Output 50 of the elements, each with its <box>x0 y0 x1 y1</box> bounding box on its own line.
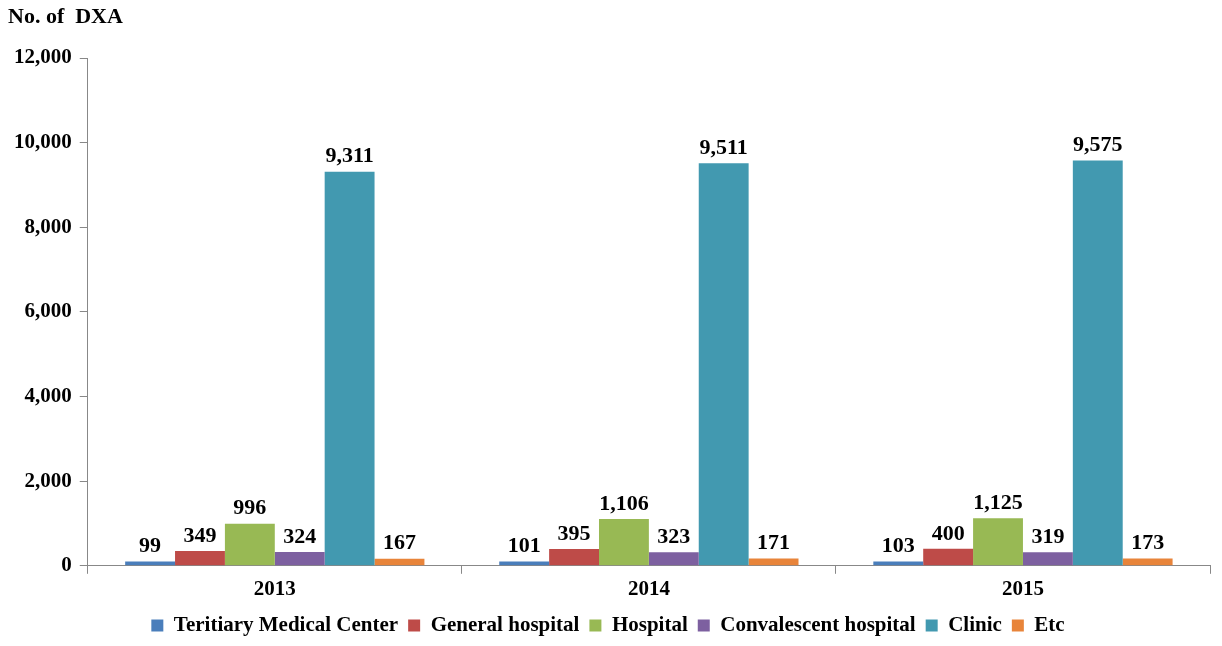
bar <box>274 552 325 566</box>
data-label: 9,511 <box>699 134 748 160</box>
data-label: 171 <box>757 529 791 555</box>
y-tick-label: 10,000 <box>14 129 72 154</box>
data-label: 167 <box>382 529 416 555</box>
bar <box>923 548 974 566</box>
data-label: 99 <box>139 532 162 558</box>
bar <box>549 549 599 566</box>
data-label: 1,125 <box>973 488 1023 514</box>
x-tick-label: 2015 <box>1001 575 1044 600</box>
data-label: 996 <box>233 494 267 520</box>
bar <box>973 518 1023 566</box>
legend-label: Etc <box>1034 611 1065 636</box>
y-tick-label: 4,000 <box>24 382 72 407</box>
bar <box>873 561 924 566</box>
y-axis-title: No. of DXA <box>8 2 123 28</box>
bar <box>374 558 425 566</box>
legend-label: Hospital <box>611 611 688 636</box>
legend-label: Clinic <box>948 611 1002 636</box>
bar <box>698 163 749 566</box>
bar <box>599 519 649 566</box>
x-tick-label: 2014 <box>627 575 671 600</box>
y-tick-label: 0 <box>61 552 72 577</box>
data-label: 349 <box>183 521 217 547</box>
y-tick-label: 12,000 <box>14 44 72 69</box>
legend-label: Teritiary Medical Center <box>173 611 399 636</box>
data-label: 173 <box>1131 529 1165 555</box>
bar <box>1072 160 1123 566</box>
data-label: 395 <box>557 519 591 545</box>
bar <box>648 552 699 566</box>
data-label: 400 <box>931 519 965 545</box>
x-tick-label: 2013 <box>253 575 296 600</box>
data-label: 9,575 <box>1073 131 1123 157</box>
y-tick-label: 8,000 <box>24 213 72 238</box>
bar <box>324 171 375 566</box>
data-label: 1,106 <box>599 489 649 515</box>
data-label: 103 <box>881 532 915 558</box>
bar <box>175 551 225 566</box>
bar <box>1122 558 1173 566</box>
data-label: 9,311 <box>325 142 374 168</box>
legend-label: General hospital <box>430 611 580 636</box>
data-label: 323 <box>657 522 691 548</box>
data-label: 324 <box>283 522 317 548</box>
y-tick-label: 6,000 <box>24 298 72 323</box>
legend-label: Convalescent hospital <box>720 611 916 636</box>
y-tick-label: 2,000 <box>24 467 72 492</box>
data-label: 101 <box>507 532 541 558</box>
data-label: 319 <box>1031 522 1065 548</box>
bar <box>1022 552 1073 566</box>
bar <box>224 523 275 566</box>
